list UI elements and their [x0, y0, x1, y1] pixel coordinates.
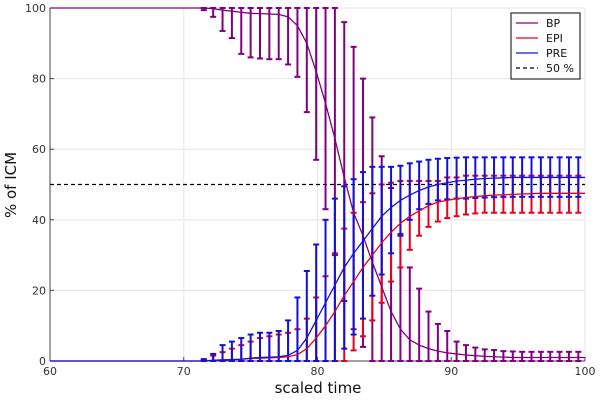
error-bar-bp	[472, 346, 479, 362]
legend-label-epi: EPI	[546, 32, 563, 45]
error-bar-pre	[369, 165, 376, 297]
error-bar-pre	[228, 340, 235, 362]
error-bar-bp	[416, 287, 423, 362]
y-tick-label: 20	[32, 284, 46, 297]
error-bar-bp	[322, 7, 329, 211]
error-bar-bp	[462, 344, 469, 362]
legend-label-bp: BP	[546, 17, 561, 30]
error-bar-pre	[500, 156, 507, 198]
error-bar-bp	[313, 7, 320, 161]
error-bar-pre	[481, 156, 488, 199]
error-bar-bp	[528, 350, 535, 362]
error-bar-pre	[256, 331, 263, 362]
error-bar-bp	[425, 310, 432, 362]
legend-box	[510, 12, 581, 80]
error-bar-pre	[472, 156, 479, 199]
series-line-pre	[50, 176, 585, 362]
error-bar-bp	[537, 350, 544, 362]
error-bar-pre	[406, 162, 413, 221]
error-bar-bp	[434, 322, 441, 362]
error-bar-bp	[247, 7, 254, 59]
error-bar-bp	[294, 7, 301, 78]
x-tick-label: 90	[444, 365, 458, 378]
series-lines	[50, 7, 585, 362]
error-bar-pre	[425, 158, 432, 205]
error-bar-pre	[359, 171, 366, 320]
error-bar-bp	[444, 329, 451, 362]
error-bar-bp	[266, 7, 273, 61]
error-bar-pre	[247, 333, 254, 362]
error-bar-bp	[500, 350, 507, 362]
x-tick-label: 80	[311, 365, 325, 378]
legend-label-pre: PRE	[546, 47, 567, 60]
error-bar-pre	[219, 344, 226, 362]
x-axis-title: scaled time	[275, 379, 362, 397]
error-bar-bp	[256, 7, 263, 60]
error-bar-bp	[519, 350, 526, 362]
y-axis-title: % of ICM	[2, 152, 20, 218]
legend: BP EPI PRE 50 %	[510, 12, 581, 80]
error-bar-pre	[462, 156, 469, 200]
error-bar-pre	[350, 178, 357, 336]
series-line-bp	[50, 7, 585, 359]
error-bar-pre	[444, 157, 451, 201]
error-bar-bp	[565, 350, 572, 362]
error-bar-pre	[322, 218, 329, 362]
error-bar-bp	[509, 350, 516, 362]
y-tick-label: 60	[32, 143, 46, 156]
error-bar-pre	[238, 337, 245, 362]
error-bar-bp	[219, 7, 226, 32]
y-tick-label: 0	[39, 355, 46, 368]
error-bar-pre	[378, 165, 385, 276]
error-bar-pre	[434, 157, 441, 202]
error-bar-pre	[491, 156, 498, 199]
y-tick-label: 40	[32, 214, 46, 227]
error-bar-bp	[238, 7, 245, 55]
error-bar-pre	[388, 165, 395, 255]
error-bar-bp	[406, 266, 413, 362]
y-tick-label: 80	[32, 73, 46, 86]
error-bar-bp	[575, 350, 582, 362]
error-bar-pre	[331, 197, 338, 362]
error-bar-pre	[266, 331, 273, 362]
error-bar-bp	[481, 348, 488, 362]
error-bar-pre	[275, 329, 282, 362]
x-tick-label: 100	[575, 365, 596, 378]
error-bar-bp	[303, 7, 310, 114]
error-bar-bp	[453, 340, 460, 362]
legend-label-50: 50 %	[546, 62, 574, 75]
x-tick-label: 60	[43, 365, 57, 378]
error-bar-pre	[303, 269, 310, 362]
error-bar-bp	[491, 349, 498, 362]
error-bar-bp	[547, 350, 554, 362]
error-bar-bp	[556, 350, 563, 362]
tick-labels: 60 70 80 90 100 0 20 40 60 80 100	[25, 2, 596, 378]
error-bar-bp	[275, 7, 282, 61]
x-tick-label: 70	[177, 365, 191, 378]
y-tick-label: 100	[25, 2, 46, 15]
error-bar-pre	[313, 243, 320, 362]
error-bar-bp	[228, 7, 235, 40]
error-bar-pre	[285, 319, 292, 362]
